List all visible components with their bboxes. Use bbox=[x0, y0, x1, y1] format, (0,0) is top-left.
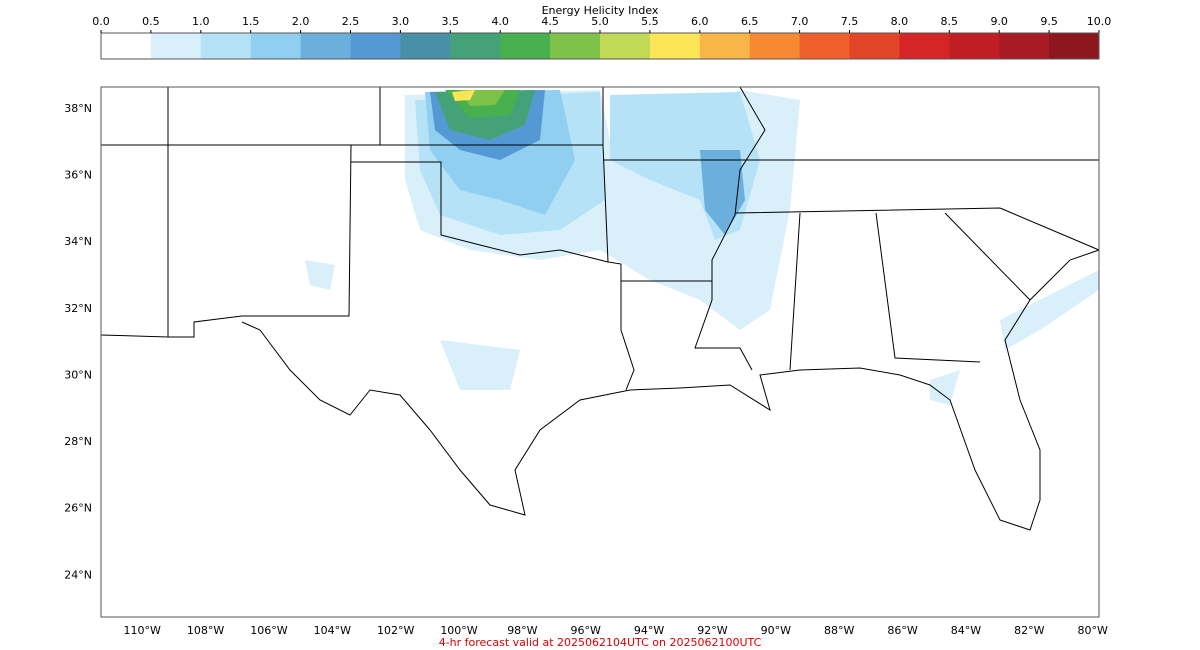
map-frame bbox=[100, 86, 1100, 618]
colorbar-segment bbox=[101, 33, 152, 59]
colorbar-tick-label: 4.0 bbox=[491, 15, 509, 28]
colorbar-segment bbox=[450, 33, 501, 59]
lon-label: 104°W bbox=[314, 624, 351, 637]
colorbar-segment bbox=[550, 33, 601, 59]
lat-label: 38°N bbox=[64, 102, 92, 115]
lat-label: 30°N bbox=[64, 368, 92, 381]
lon-label: 110°W bbox=[123, 624, 160, 637]
field-contours bbox=[305, 90, 1099, 405]
lat-label: 24°N bbox=[64, 568, 92, 581]
lat-label: 36°N bbox=[64, 169, 92, 182]
lon-label: 90°W bbox=[761, 624, 791, 637]
footer: 4-hr forecast valid at 2025062104UTC on … bbox=[439, 636, 762, 649]
lon-label: 94°W bbox=[634, 624, 664, 637]
colorbar-segment bbox=[999, 33, 1050, 59]
colorbar-segment bbox=[200, 33, 252, 59]
lat-label: 28°N bbox=[64, 435, 92, 448]
lat-label: 34°N bbox=[64, 235, 92, 248]
colorbar-tick-label: 0.5 bbox=[142, 15, 160, 28]
lon-label: 100°W bbox=[440, 624, 477, 637]
colorbar-tick-label: 3.5 bbox=[442, 15, 460, 28]
colorbar-segment bbox=[899, 33, 950, 59]
colorbar-segment bbox=[500, 33, 551, 59]
lon-label: 84°W bbox=[951, 624, 981, 637]
colorbar-tick-label: 3.0 bbox=[392, 15, 410, 28]
colorbar-tick-label: 1.5 bbox=[242, 15, 260, 28]
colorbar-tick-label: 7.0 bbox=[791, 15, 809, 28]
colorbar-tick-label: 7.5 bbox=[841, 15, 859, 28]
map bbox=[100, 86, 1100, 618]
lon-label: 106°W bbox=[250, 624, 287, 637]
colorbar-tick-label: 6.5 bbox=[741, 15, 759, 28]
colorbar-segment bbox=[699, 33, 751, 59]
colorbar-tick-label: 9.5 bbox=[1040, 15, 1058, 28]
colorbar-tick-label: 9.0 bbox=[990, 15, 1008, 28]
lon-label: 108°W bbox=[187, 624, 224, 637]
lon-label: 82°W bbox=[1014, 624, 1044, 637]
colorbar-segment bbox=[350, 33, 401, 59]
colorbar-segment bbox=[600, 33, 651, 59]
colorbar-segment bbox=[749, 33, 801, 59]
colorbar-segment bbox=[250, 33, 302, 59]
colorbar-segment bbox=[649, 33, 701, 59]
colorbar-tick-label: 10.0 bbox=[1087, 15, 1112, 28]
colorbar-segment bbox=[150, 33, 202, 59]
lon-label: 98°W bbox=[507, 624, 537, 637]
colorbar-tick-label: 5.0 bbox=[591, 15, 609, 28]
lat-label: 26°N bbox=[64, 502, 92, 515]
colorbar-tick-label: 8.0 bbox=[891, 15, 909, 28]
colorbar-segment bbox=[1049, 33, 1100, 59]
colorbar-tick-label: 4.5 bbox=[541, 15, 559, 28]
colorbar-tick-label: 2.5 bbox=[342, 15, 360, 28]
lat-label: 32°N bbox=[64, 302, 92, 315]
colorbar-tick-label: 1.0 bbox=[192, 15, 210, 28]
map-axes: 110°W 108°W 106°W 104°W 102°W 100°W 98°W 96°W 94… bbox=[64, 102, 1108, 637]
lon-label: 96°W bbox=[571, 624, 601, 637]
colorbar-tick-label: 6.0 bbox=[691, 15, 709, 28]
colorbar-tick-label: 2.0 bbox=[292, 15, 310, 28]
colorbar-tick-label: 8.5 bbox=[941, 15, 959, 28]
colorbar-segment bbox=[400, 33, 451, 59]
colorbar-segment bbox=[300, 33, 351, 59]
lon-label: 92°W bbox=[697, 624, 727, 637]
lon-label: 80°W bbox=[1077, 624, 1107, 637]
colorbar-segment bbox=[849, 33, 900, 59]
state-borders bbox=[100, 86, 1100, 531]
lon-label: 86°W bbox=[887, 624, 917, 637]
lon-label: 102°W bbox=[377, 624, 414, 637]
colorbar-tick-label: 5.5 bbox=[641, 15, 659, 28]
lon-label: 88°W bbox=[824, 624, 854, 637]
colorbar-segment bbox=[949, 33, 1000, 59]
colorbar: 0.0 0.5 1.0 1.5 2.0 2.5 3.0 3.5 4.0 4.5 5.0 5.5 6.0 6… bbox=[92, 15, 1112, 60]
colorbar-tick-label: 0.0 bbox=[92, 15, 110, 28]
colorbar-segment bbox=[799, 33, 850, 59]
colorbar-label: Energy Helicity Index bbox=[542, 4, 659, 17]
